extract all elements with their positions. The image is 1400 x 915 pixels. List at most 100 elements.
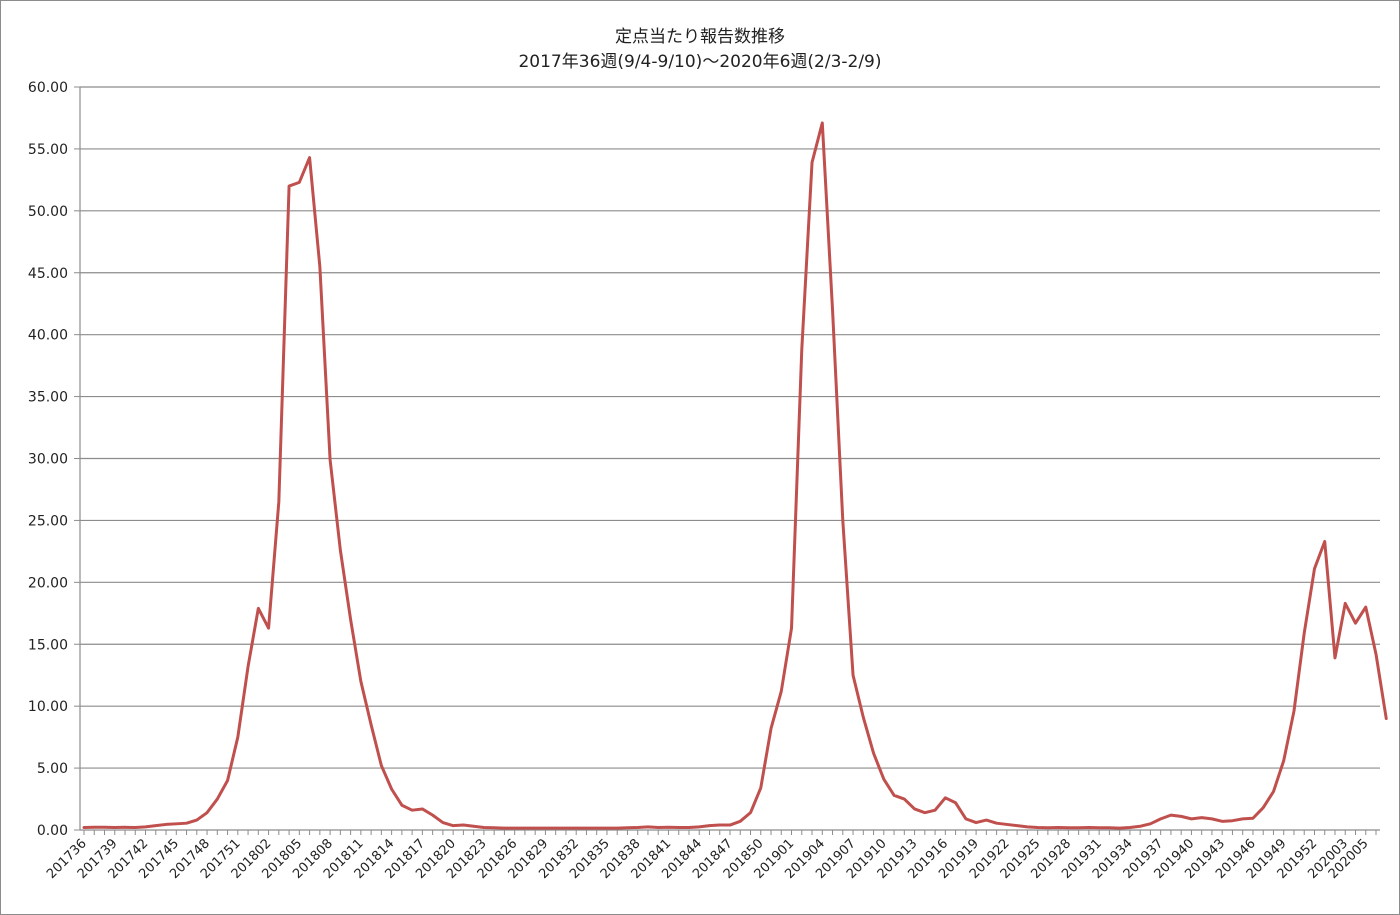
y-tick-label: 30.00: [28, 452, 68, 468]
data-point: [1211, 818, 1213, 820]
data-point: [1047, 827, 1049, 829]
data-point: [1344, 602, 1346, 604]
y-tick-label: 25.00: [28, 513, 68, 529]
data-point: [1231, 820, 1233, 822]
data-point: [944, 797, 946, 799]
data-point: [1108, 827, 1110, 829]
y-tick-label: 15.00: [28, 637, 68, 653]
data-point: [893, 794, 895, 796]
data-point: [626, 827, 628, 829]
data-point: [390, 788, 392, 790]
data-point: [462, 824, 464, 826]
data-point: [934, 809, 936, 811]
plot-area: [83, 122, 1388, 830]
data-point: [842, 519, 844, 521]
data-point: [596, 827, 598, 829]
data-point: [1200, 816, 1202, 818]
x-axis: 2017362017392017422017452017482017512018…: [44, 830, 1380, 882]
data-point: [483, 826, 485, 828]
data-point: [1324, 540, 1326, 542]
y-tick-label: 5.00: [37, 761, 68, 777]
data-point: [831, 309, 833, 311]
data-point: [975, 821, 977, 823]
data-point: [1262, 807, 1264, 809]
data-point: [1139, 825, 1141, 827]
data-point: [93, 826, 95, 828]
data-point: [565, 827, 567, 829]
data-point: [637, 826, 639, 828]
data-point: [821, 122, 823, 124]
data-point: [1385, 717, 1387, 719]
data-point: [872, 752, 874, 754]
data-point: [903, 798, 905, 800]
data-point: [739, 820, 741, 822]
data-point: [144, 826, 146, 828]
data-point: [165, 823, 167, 825]
gridlines: [80, 87, 1380, 768]
y-tick-label: 0.00: [37, 823, 68, 839]
y-tick-label: 10.00: [28, 699, 68, 715]
data-point: [1354, 622, 1356, 624]
data-point: [1149, 823, 1151, 825]
data-point: [1088, 826, 1090, 828]
data-point: [1036, 826, 1038, 828]
data-point: [616, 827, 618, 829]
data-point: [257, 607, 259, 609]
data-point: [503, 827, 505, 829]
data-point: [206, 811, 208, 813]
data-point: [278, 501, 280, 503]
data-point: [1334, 657, 1336, 659]
data-point: [452, 824, 454, 826]
data-point: [175, 823, 177, 825]
data-point: [1365, 606, 1367, 608]
data-point: [780, 690, 782, 692]
data-point: [862, 716, 864, 718]
data-point: [226, 779, 228, 781]
series-line: [84, 123, 1386, 828]
data-point: [1190, 818, 1192, 820]
data-point: [1077, 827, 1079, 829]
data-point: [513, 827, 515, 829]
data-point: [554, 827, 556, 829]
y-tick-label: 45.00: [28, 266, 68, 282]
data-point: [1067, 827, 1069, 829]
data-point: [1242, 818, 1244, 820]
data-point: [688, 826, 690, 828]
data-point: [411, 809, 413, 811]
y-axis: 0.00 5.00 10.00 15.00 20.00 25.00 30.00 35.00 40…: [28, 80, 80, 839]
data-point: [1303, 632, 1305, 634]
data-point: [1170, 814, 1172, 816]
data-point: [1159, 818, 1161, 820]
data-point: [534, 827, 536, 829]
data-point: [954, 802, 956, 804]
data-point: [103, 826, 105, 828]
data-point: [985, 819, 987, 821]
data-point: [155, 824, 157, 826]
data-point: [185, 822, 187, 824]
data-point: [1006, 823, 1008, 825]
data-point: [760, 787, 762, 789]
data-point: [401, 804, 403, 806]
data-point: [883, 778, 885, 780]
data-point: [431, 814, 433, 816]
data-point: [134, 826, 136, 828]
data-point: [329, 459, 331, 461]
data-point: [811, 161, 813, 163]
data-point: [124, 826, 126, 828]
data-point: [421, 808, 423, 810]
data-point: [237, 736, 239, 738]
y-tick-label: 55.00: [28, 142, 68, 158]
data-point: [380, 764, 382, 766]
data-point: [524, 827, 526, 829]
data-point: [1375, 653, 1377, 655]
y-tick-label: 50.00: [28, 204, 68, 220]
data-point: [1313, 568, 1315, 570]
data-point: [770, 727, 772, 729]
data-point: [1098, 827, 1100, 829]
data-point: [472, 825, 474, 827]
data-point: [698, 826, 700, 828]
data-point: [1272, 790, 1274, 792]
data-point: [1293, 710, 1295, 712]
data-point: [83, 826, 85, 828]
